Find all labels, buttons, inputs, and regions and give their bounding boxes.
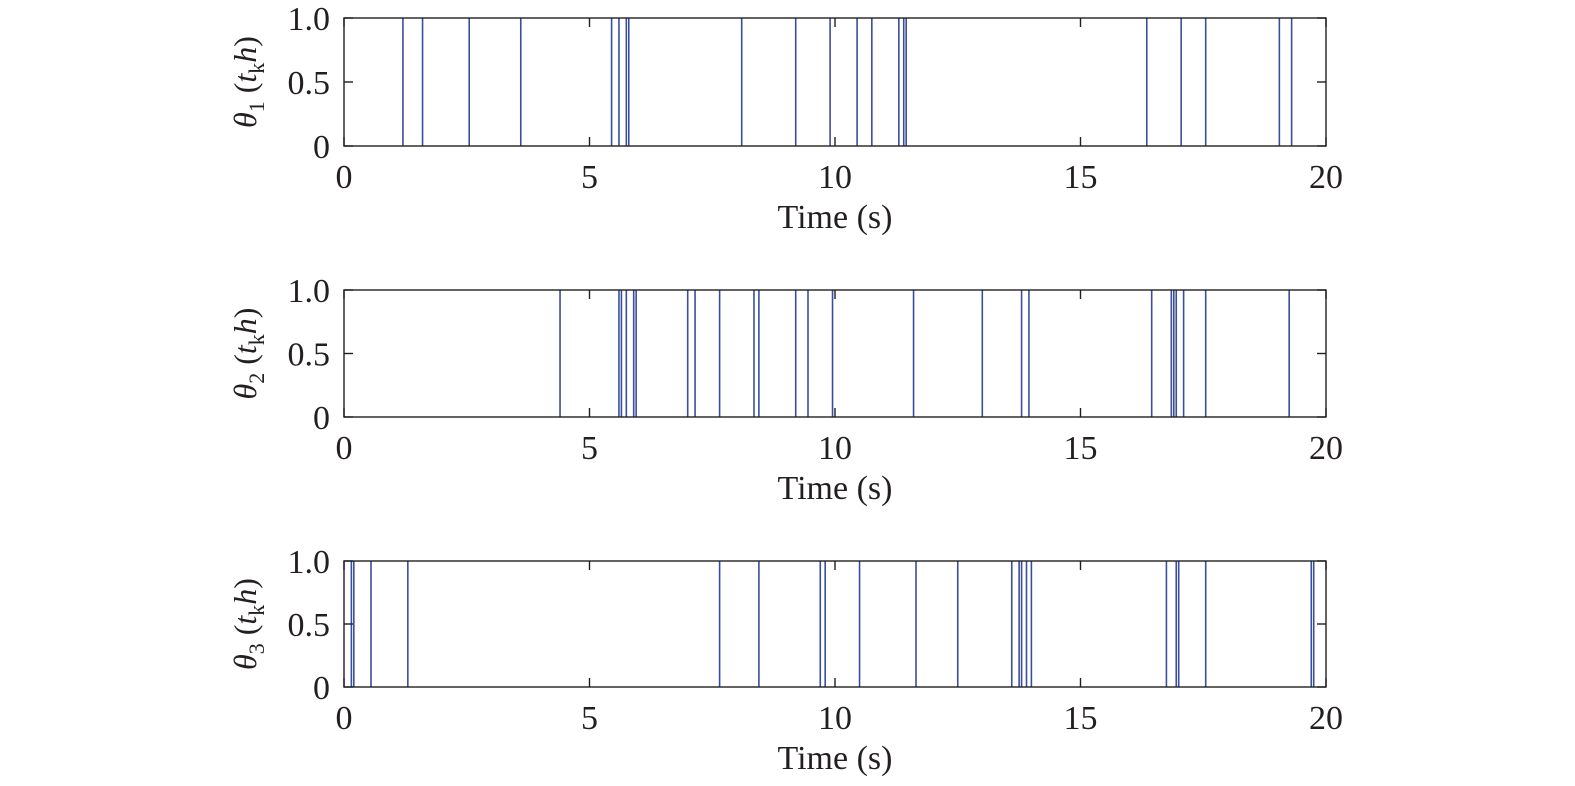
y-axis-title-part: 1 — [244, 101, 269, 112]
y-axis-title-part: h — [227, 47, 263, 63]
y-tick-label: 0 — [313, 670, 330, 707]
subplot-2: 0 5 10 15 20 0 0.5 1.0 Time (s) θ2 (tkh) — [227, 273, 1343, 507]
y-axis-title-part: ) — [227, 36, 263, 47]
y-tick-label: 1.0 — [288, 1, 331, 38]
y-axis-title-part: ) — [227, 578, 263, 589]
x-tick-label: 10 — [818, 700, 852, 737]
y-axis-title-part: k — [244, 63, 269, 74]
x-tick-label: 0 — [336, 159, 353, 196]
y-axis-title-part: t — [227, 615, 263, 625]
x-tick-label: 0 — [336, 700, 353, 737]
y-axis-title: θ1 (tkh) — [227, 36, 269, 128]
y-axis-title-part: k — [244, 605, 269, 616]
x-tick-label: 5 — [581, 430, 598, 467]
x-tick-label: 20 — [1309, 700, 1343, 737]
y-axis-title-part: t — [227, 73, 263, 83]
y-axis-title-part: h — [227, 318, 263, 334]
x-tick-label: 0 — [336, 430, 353, 467]
y-tick-label: 0.5 — [288, 65, 331, 102]
y-tick-label: 0 — [313, 129, 330, 166]
x-tick-label: 15 — [1064, 159, 1098, 196]
x-axis-title: Time (s) — [778, 199, 893, 236]
x-tick-label: 10 — [818, 159, 852, 196]
y-axis-title: θ2 (tkh) — [227, 308, 269, 400]
y-axis-title-part: θ — [227, 654, 263, 670]
y-axis-title-part: k — [244, 334, 269, 345]
y-axis-title-part: 2 — [244, 373, 269, 384]
subplot-1: 0 5 10 15 20 0 0.5 1.0 Time (s) θ1 (tkh) — [227, 1, 1343, 236]
y-tick-label: 1.0 — [288, 544, 331, 581]
x-tick-label: 5 — [581, 159, 598, 196]
y-axis-title-part: 3 — [244, 643, 269, 654]
y-tick-label: 0.5 — [288, 337, 331, 374]
y-axis-title-part: ( — [227, 83, 263, 102]
x-axis-title: Time (s) — [778, 740, 893, 777]
plot-frame — [343, 289, 1327, 418]
y-axis-title: θ3 (tkh) — [227, 578, 269, 670]
x-tick-label: 15 — [1064, 700, 1098, 737]
x-tick-label: 10 — [818, 430, 852, 467]
x-tick-label: 20 — [1309, 159, 1343, 196]
y-axis-title-part: θ — [227, 112, 263, 128]
x-tick-label: 15 — [1064, 430, 1098, 467]
x-tick-label: 5 — [581, 700, 598, 737]
subplot-3: 0 5 10 15 20 0 0.5 1.0 Time (s) θ3 (tkh) — [227, 544, 1343, 777]
x-axis-title: Time (s) — [778, 470, 893, 507]
x-tick-label: 20 — [1309, 430, 1343, 467]
y-tick-label: 0.5 — [288, 607, 331, 644]
y-axis-title-part: ( — [227, 354, 263, 373]
plot-frame — [343, 17, 1327, 147]
y-axis-title-part: ) — [227, 308, 263, 319]
y-axis-title-part: h — [227, 589, 263, 605]
y-axis-title-part: ( — [227, 625, 263, 644]
y-axis-title-part: θ — [227, 384, 263, 400]
y-tick-label: 0 — [313, 400, 330, 437]
y-tick-label: 1.0 — [288, 273, 331, 310]
y-axis-title-part: t — [227, 344, 263, 354]
